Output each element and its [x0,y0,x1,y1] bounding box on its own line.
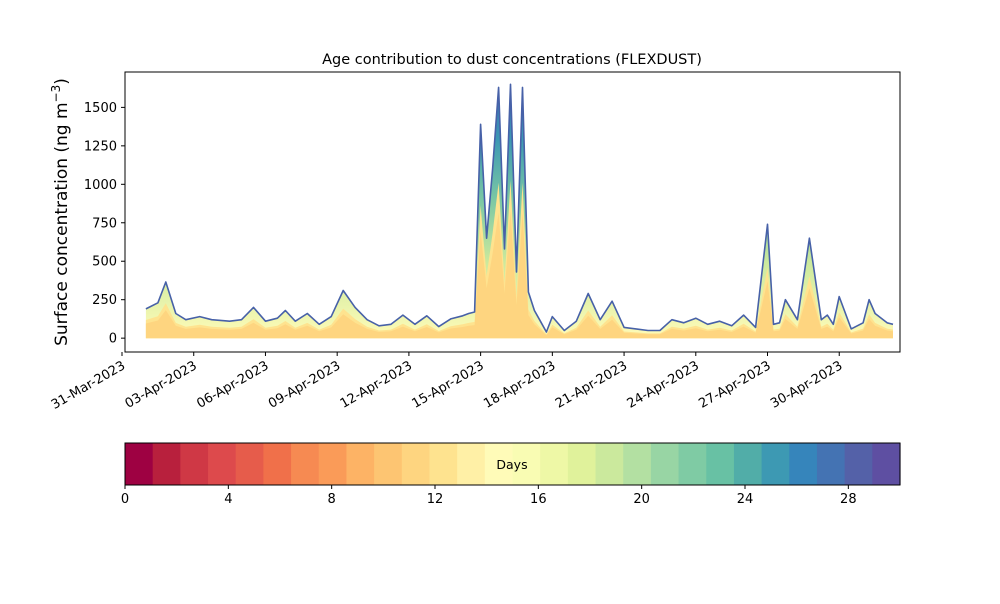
colorbar-tick-label: 20 [633,492,650,507]
colorbar-cells [125,443,901,485]
colorbar-cell [540,443,569,485]
colorbar-tick-label: 16 [530,492,547,507]
colorbar-tick-label: 24 [737,492,754,507]
plot-frame [124,71,901,353]
colorbar-cell [346,443,375,485]
colorbar-tick-label: 4 [224,492,232,507]
age-band-outer-area [145,84,893,339]
colorbar-ticks: 0 4 8 12 16 20 24 28 [121,485,857,507]
colorbar-cell [761,443,790,485]
colorbar-frame [124,442,901,486]
colorbar-cell [401,443,431,485]
colorbar-cell [208,443,237,485]
colorbar-cell [125,443,154,485]
y-axis-label-close: ) [52,78,72,85]
colorbar-cell [429,443,458,485]
colorbar-cell [180,443,209,485]
colorbar-cell [844,443,873,485]
y-axis-label-text: Surface concentration (ng m [52,102,72,345]
colorbar-cell [457,443,486,485]
colorbar-cell [789,443,818,485]
area-layers [145,83,894,339]
colorbar-tick-label: 28 [840,492,857,507]
colorbar-tick-label: 12 [427,492,444,507]
y-axis-label-exponent: −3 [49,85,63,103]
total-concentration-line [145,83,894,333]
colorbar-cell [706,443,735,485]
chart-title: Age contribution to dust concentrations … [322,52,702,68]
colorbar-cell [623,443,652,485]
colorbar-cell [650,443,680,485]
colorbar-cell [152,443,181,485]
colorbar-cell [872,443,901,485]
colorbar-cell [263,443,292,485]
colorbar-cell [484,443,514,485]
colorbar-cell [567,443,597,485]
y-tick-label: 1500 [84,101,117,116]
colorbar-cell [235,443,264,485]
age-band-young-area [145,180,893,339]
colorbar-tick-label: 8 [328,492,336,507]
y-tick-label: 500 [92,255,117,270]
y-axis: 0 250 500 750 1000 1250 1500 [84,101,125,347]
colorbar-cell [291,443,320,485]
colorbar-tick-label: 0 [121,492,129,507]
y-tick-label: 750 [92,216,117,231]
colorbar: Days 0 4 8 12 16 20 24 28 [121,442,901,507]
colorbar-cell [595,443,624,485]
y-tick-label: 250 [92,293,117,308]
colorbar-cell [374,443,403,485]
colorbar-label: Days [496,457,527,472]
colorbar-cell [733,443,763,485]
y-tick-label: 1000 [84,178,117,193]
colorbar-cell [318,443,348,485]
colorbar-cell [678,443,707,485]
y-tick-label: 0 [109,332,117,347]
age-band-mid-area [145,211,893,339]
y-axis-label: Surface concentration (ng m−3) [49,78,72,346]
colorbar-cell [816,443,846,485]
colorbar-cell [512,443,541,485]
y-tick-label: 1250 [84,139,117,154]
